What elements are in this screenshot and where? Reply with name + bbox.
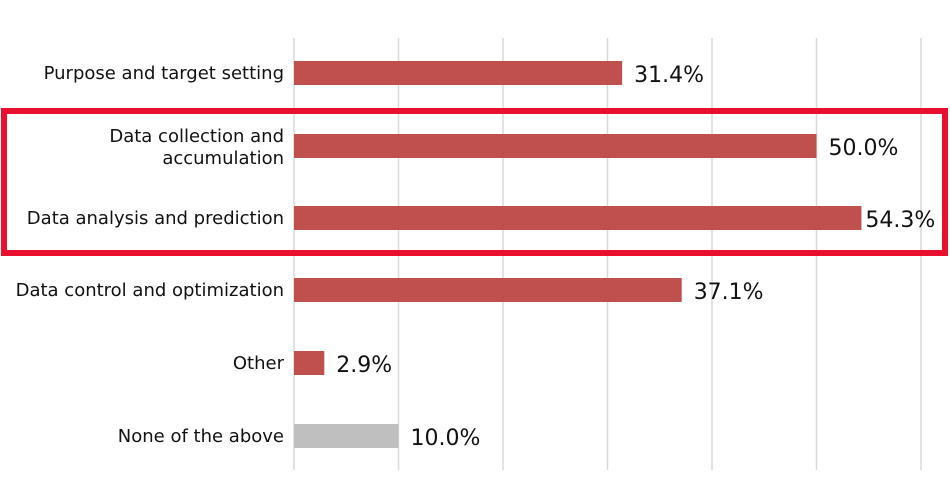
value-label-3: 37.1%	[694, 280, 764, 305]
bar-0	[294, 61, 623, 85]
bar-2	[294, 206, 862, 230]
highlight-box	[1, 108, 948, 256]
value-label-5: 10.0%	[411, 426, 481, 451]
bars	[294, 61, 862, 448]
highlight-frame	[1, 108, 948, 256]
bar-3	[294, 278, 682, 302]
category-label-0: Purpose and target setting	[44, 63, 284, 84]
bar-4	[294, 351, 325, 375]
category-labels: Purpose and target setting Data collectio…	[16, 63, 285, 447]
bar-1	[294, 134, 817, 158]
value-label-4: 2.9%	[336, 353, 392, 378]
category-label-5: None of the above	[118, 426, 284, 447]
category-label-4: Other	[233, 353, 285, 374]
bar-5	[294, 424, 399, 448]
value-label-1: 50.0%	[829, 136, 899, 161]
value-label-0: 31.4%	[634, 63, 704, 88]
category-label-3: Data control and optimization	[16, 280, 284, 301]
value-label-2: 54.3%	[865, 208, 935, 233]
value-labels: 31.4% 50.0% 54.3% 37.1% 2.9% 10.0%	[336, 63, 935, 451]
category-label-2: Data analysis and prediction	[27, 208, 284, 229]
category-label-1: Data collection and accumulation	[109, 126, 284, 169]
